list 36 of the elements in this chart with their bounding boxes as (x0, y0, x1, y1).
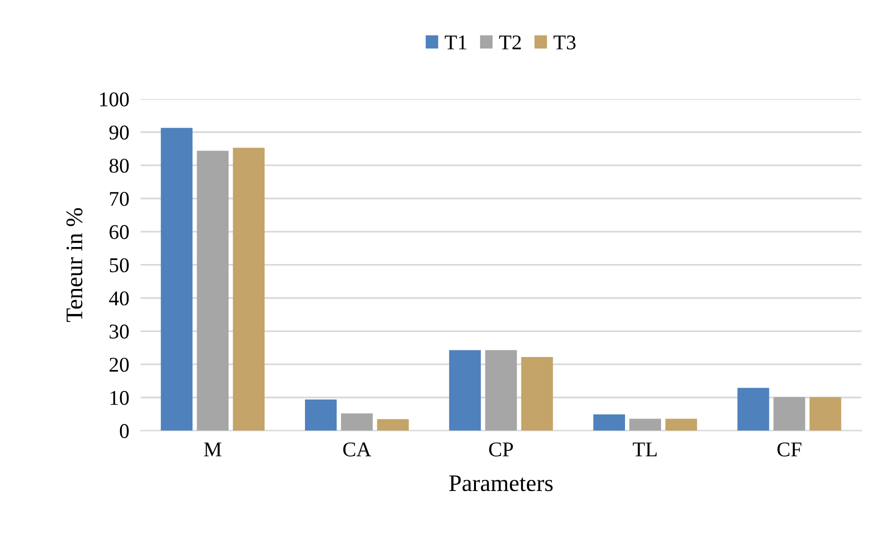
bar (773, 397, 806, 431)
legend-label: T3 (554, 35, 576, 50)
y-tick-label: 100 (100, 92, 129, 106)
y-tick-label: 0 (120, 424, 129, 438)
bar (521, 357, 553, 431)
y-axis-title: Teneur in % (66, 208, 82, 322)
y-tick-label: 60 (110, 225, 129, 240)
bar (377, 419, 409, 431)
bar (810, 397, 842, 431)
x-tick-label: M (204, 442, 222, 456)
bar (665, 418, 698, 431)
x-tick-label: CA (343, 442, 372, 456)
bar (629, 418, 662, 431)
bar (196, 150, 229, 431)
bar (485, 350, 517, 431)
x-axis-title: Parameters (449, 475, 553, 492)
y-tick-label: 90 (109, 126, 129, 140)
x-tick-label: CP (489, 442, 513, 456)
bar (593, 414, 626, 431)
x-tick-label: CF (777, 442, 802, 456)
bar (449, 350, 481, 431)
y-tick-label: 10 (110, 390, 129, 405)
x-tick-label: TL (632, 442, 657, 456)
bar (304, 399, 337, 431)
y-tick-label: 50 (110, 258, 129, 272)
bar (341, 413, 373, 431)
legend-label: T2 (499, 35, 521, 50)
bar (232, 148, 265, 431)
y-tick-label: 20 (110, 358, 129, 372)
y-tick-label: 30 (110, 324, 129, 339)
y-tick-label: 40 (109, 291, 129, 306)
y-tick-label: 70 (110, 192, 129, 206)
bar (160, 128, 193, 431)
y-tick-label: 80 (109, 158, 129, 173)
legend-label: T1 (444, 36, 466, 50)
bar (737, 388, 770, 431)
